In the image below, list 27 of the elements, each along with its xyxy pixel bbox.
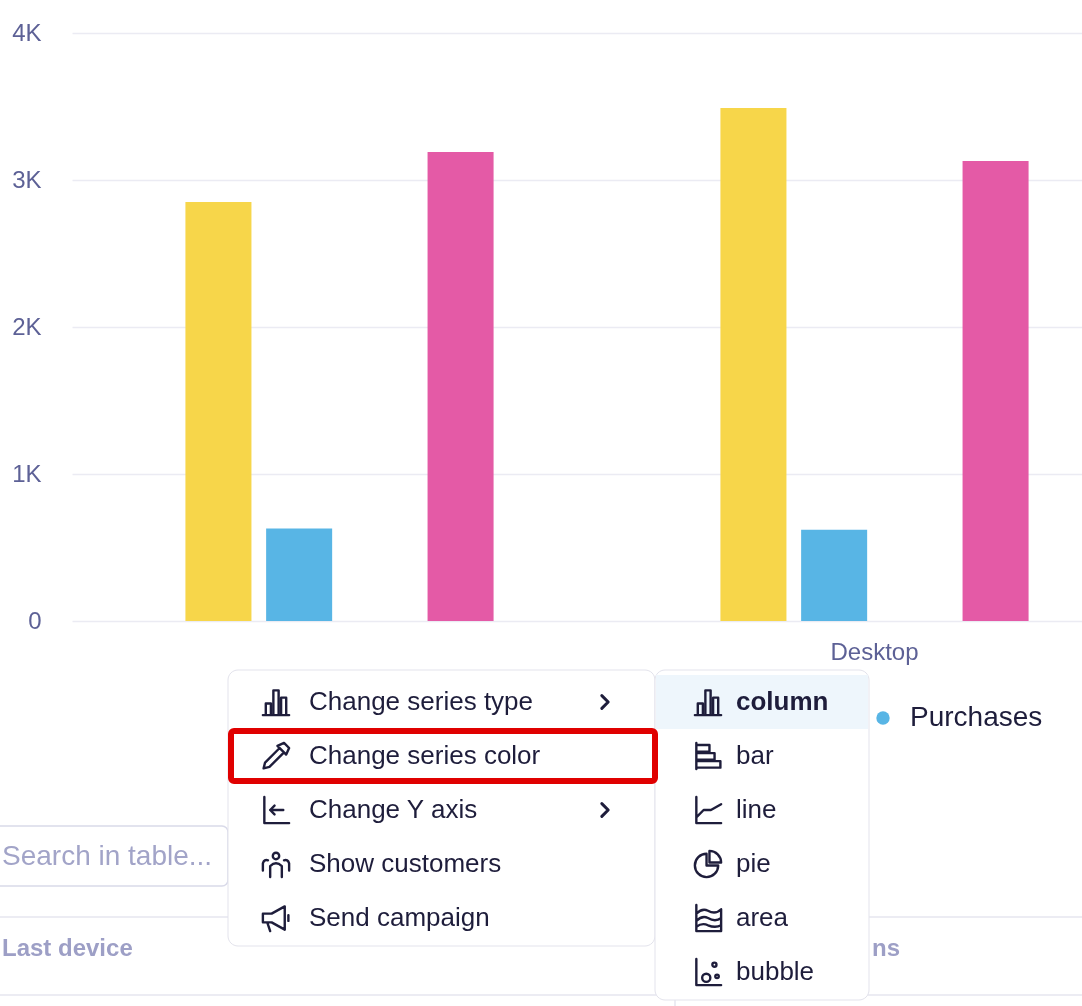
- y-tick-label: 2K: [12, 312, 42, 340]
- text: line: [736, 794, 777, 824]
- text: pie: [736, 848, 771, 878]
- y-tick-label: 1K: [12, 459, 42, 487]
- text: Change Y axis: [309, 794, 478, 824]
- legend-label: Purchases: [910, 701, 1043, 732]
- text: bar: [736, 740, 774, 770]
- bar: [266, 528, 333, 621]
- text: bubble: [736, 956, 815, 986]
- bar: [720, 107, 787, 621]
- text: Search in table...: [2, 840, 213, 871]
- bar: [801, 529, 868, 621]
- bar: [185, 202, 252, 621]
- y-tick-label: 3K: [12, 165, 42, 193]
- x-tick-label: Desktop: [830, 637, 919, 665]
- bar: [962, 160, 1029, 621]
- text: Change series type: [309, 686, 534, 716]
- text: Show customers: [309, 848, 502, 878]
- y-tick-label: 0: [28, 606, 42, 634]
- text: Send campaign: [309, 902, 490, 932]
- text: column: [736, 686, 829, 716]
- y-tick-label: 4K: [12, 18, 42, 46]
- text: Change series color: [309, 740, 541, 770]
- bar: [427, 152, 494, 621]
- text: Last device: [2, 934, 133, 961]
- text: area: [736, 902, 789, 932]
- text: ns: [872, 934, 901, 961]
